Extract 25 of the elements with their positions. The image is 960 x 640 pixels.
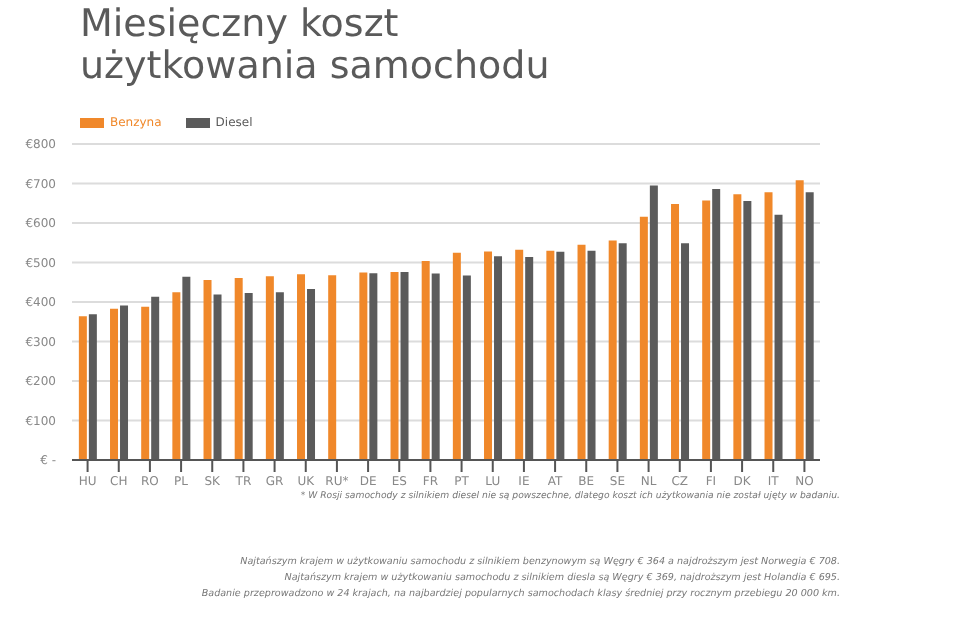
bar [764,192,773,460]
bar [359,272,368,460]
bar [671,204,680,460]
bar [390,271,399,460]
bar [297,274,306,460]
bar [110,308,119,460]
bar [203,279,212,460]
bar [452,252,461,460]
bar [172,292,181,460]
bar [265,276,274,460]
bar [608,240,617,460]
bar [234,277,243,460]
bar [795,180,804,460]
bar [141,306,150,460]
bar [515,249,524,460]
bar [577,244,586,460]
bar [328,275,337,460]
bar [639,216,648,460]
bar [733,194,742,460]
bar [421,260,430,460]
bar [484,251,493,460]
bar [78,316,87,460]
chart-title: Miesięczny koszt użytkowania samochodu [80,2,552,88]
bar [702,200,711,460]
bar [546,250,555,460]
